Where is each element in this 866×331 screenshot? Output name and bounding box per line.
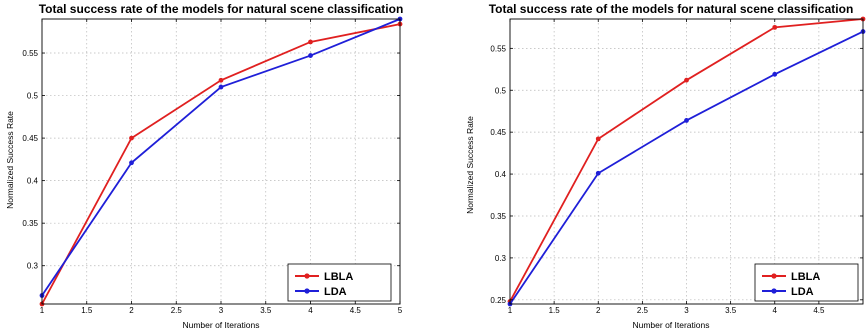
data-point-lbla (129, 135, 134, 141)
plot-background (42, 19, 400, 304)
y-tick-label: 0.3 (27, 262, 39, 271)
chart-title: Total success rate of the models for nat… (489, 2, 854, 16)
x-tick-label: 3 (684, 306, 689, 315)
x-axis-label: Number of Iterations (182, 320, 259, 330)
plot-area: 1 1.5 2 2.5 3 3.5 4 4.5 5 0.3 0.35 0.4 0.45 0.5 0.55 (22, 16, 403, 315)
chart-left: Total success rate of the models for nat… (5, 2, 404, 330)
legend: LBLA LDA (754, 263, 859, 302)
chart-left-svg: Total success rate of the models for nat… (5, 2, 404, 330)
x-axis-label: Number of Iterations (632, 320, 709, 330)
y-tick-label: 0.45 (490, 128, 506, 137)
x-tick-label: 4.5 (350, 306, 362, 315)
x-tick-label: 5 (398, 306, 403, 315)
x-tick-label: 1 (508, 306, 513, 315)
legend-box (754, 263, 859, 302)
y-tick-label: 0.4 (495, 170, 507, 179)
data-point-lbla (308, 39, 313, 45)
x-tick-label: 2.5 (637, 306, 649, 315)
data-point-lbla (595, 136, 601, 142)
x-tick-label: 1 (40, 306, 45, 315)
y-tick-label: 0.25 (490, 296, 506, 305)
data-point-lda (218, 84, 224, 90)
y-tick-label: 0.35 (490, 212, 506, 221)
x-tick-label: 2 (129, 306, 134, 315)
y-tick-label: 0.35 (22, 219, 38, 228)
data-point-lbla (684, 77, 689, 83)
data-point-lda (129, 160, 134, 166)
y-tick-label: 0.45 (22, 134, 38, 143)
legend-marker-lda (771, 288, 777, 294)
legend-marker-lbla (304, 273, 310, 279)
legend: LBLA LDA (287, 263, 392, 302)
y-tick-label: 0.4 (27, 177, 39, 186)
chart-title: Total success rate of the models for nat… (39, 2, 404, 16)
legend-label-lda: LDA (324, 286, 347, 298)
y-axis-label: Normalized Success Rate (465, 116, 475, 214)
x-tick-label: 4 (773, 306, 778, 315)
x-tick-label: 3.5 (725, 306, 737, 315)
x-tick-label: 4.5 (813, 306, 825, 315)
y-tick-label: 0.5 (27, 92, 39, 101)
data-point-lda (308, 53, 313, 58)
data-point-lbla (218, 77, 224, 83)
x-tick-label: 1.5 (549, 306, 561, 315)
legend-label-lbla: LBLA (324, 271, 353, 283)
chart-right-svg: Total success rate of the models for nat… (465, 2, 866, 330)
data-point-lda (595, 170, 601, 176)
x-tick-label: 2.5 (171, 306, 183, 315)
legend-label-lda: LDA (791, 286, 814, 298)
x-tick-label: 1.5 (81, 306, 93, 315)
legend-marker-lda (304, 288, 310, 294)
x-tick-label: 3 (219, 306, 224, 315)
data-point-lda (772, 71, 778, 77)
y-axis-label: Normalized Success Rate (5, 111, 15, 209)
legend-marker-lbla (771, 273, 777, 279)
x-tick-label: 3.5 (260, 306, 272, 315)
y-tick-label: 0.55 (490, 44, 506, 53)
x-tick-label: 4 (308, 306, 313, 315)
legend-box (287, 263, 392, 302)
plot-background (510, 19, 863, 304)
chart-right: Total success rate of the models for nat… (440, 0, 866, 331)
data-point-lbla (772, 24, 778, 30)
plot-area: 1 1.5 2 2.5 3 3.5 4 4.5 0.25 0.3 0.35 0.4 0.45 0.5 0.5… (490, 16, 866, 315)
x-tick-label: 2 (596, 306, 601, 315)
y-tick-label: 0.3 (495, 254, 507, 263)
y-tick-label: 0.5 (495, 86, 507, 95)
y-tick-label: 0.55 (22, 49, 38, 58)
data-point-lda (684, 118, 689, 123)
legend-label-lbla: LBLA (791, 271, 820, 283)
